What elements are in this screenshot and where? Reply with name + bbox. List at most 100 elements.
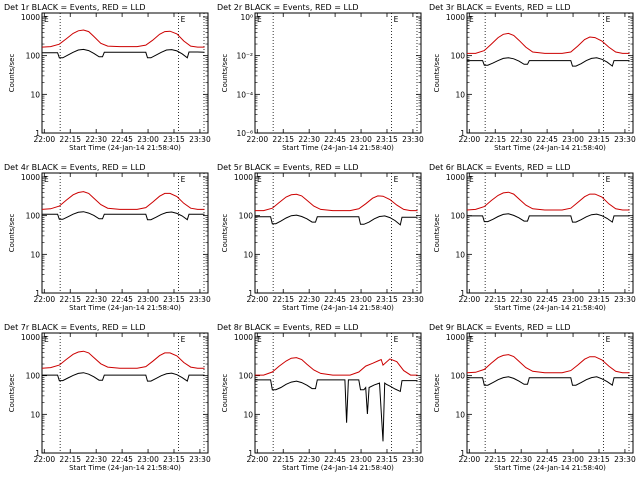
y-tick-label: 100 bbox=[451, 52, 466, 61]
y-axis-title: Counts/sec bbox=[8, 214, 16, 253]
x-tick-label: 23:30 bbox=[189, 295, 211, 304]
x-tick-label: 23:30 bbox=[614, 455, 636, 464]
y-tick-label: 1000 bbox=[446, 173, 465, 182]
events-series-line bbox=[255, 214, 418, 226]
plot-frame bbox=[466, 172, 634, 294]
x-tick-label: 22:30 bbox=[510, 295, 532, 304]
x-tick-label: 22:30 bbox=[298, 455, 320, 464]
plot-panel-6: Det 6r BLACK = Events, RED = LLD 22:00 22:… bbox=[429, 163, 636, 312]
plot-panel-2: Det 2r BLACK = Events, RED = LLD 22:00 22:… bbox=[217, 3, 424, 152]
x-tick-label: 22:30 bbox=[510, 135, 532, 144]
events-series-line bbox=[42, 372, 205, 382]
plot-panel-3: Det 3r BLACK = Events, RED = LLD 22:00 22:… bbox=[429, 3, 636, 152]
marker-label: E bbox=[181, 175, 186, 184]
marker-label: E bbox=[606, 15, 611, 24]
x-tick-label: 23:15 bbox=[163, 455, 185, 464]
y-tick-label: 100 bbox=[239, 372, 254, 381]
lld-series-line bbox=[41, 29, 205, 48]
events-series-line bbox=[255, 379, 418, 442]
x-tick-label: 23:00 bbox=[350, 135, 372, 144]
panel-title: Det 8r BLACK = Events, RED = LLD bbox=[217, 323, 359, 332]
x-axis-title: Start Time (24-Jan-14 21:58:40) bbox=[69, 304, 181, 312]
events-series-line bbox=[467, 213, 630, 223]
y-tick-label: 10 bbox=[455, 90, 465, 99]
y-tick-label: 100 bbox=[26, 52, 41, 61]
x-tick-label: 23:15 bbox=[376, 455, 398, 464]
marker-label: E bbox=[257, 335, 262, 344]
events-series-line bbox=[467, 57, 630, 67]
panel-title: Det 3r BLACK = Events, RED = LLD bbox=[429, 3, 571, 12]
x-tick-label: 22:00 bbox=[246, 455, 268, 464]
x-tick-label: 23:30 bbox=[189, 135, 211, 144]
y-tick-label: 1 bbox=[35, 449, 40, 458]
marker-label: E bbox=[606, 335, 611, 344]
x-tick-label: 22:15 bbox=[59, 135, 81, 144]
plot-frame bbox=[466, 12, 634, 134]
x-tick-label: 22:15 bbox=[59, 455, 81, 464]
y-axis-title: Counts/sec bbox=[433, 54, 441, 93]
y-tick-label: 100 bbox=[26, 212, 41, 221]
x-tick-label: 22:30 bbox=[510, 455, 532, 464]
x-tick-label: 23:15 bbox=[163, 295, 185, 304]
y-tick-label: 1000 bbox=[446, 13, 465, 22]
marker-label: E bbox=[181, 15, 186, 24]
x-tick-label: 23:00 bbox=[137, 295, 159, 304]
x-tick-label: 22:15 bbox=[59, 295, 81, 304]
y-tick-label: 10 bbox=[455, 250, 465, 259]
y-tick-label: 10⁻⁶ bbox=[236, 129, 253, 138]
y-axis-title: Counts/sec bbox=[433, 214, 441, 253]
x-tick-label: 22:00 bbox=[458, 295, 480, 304]
x-tick-label: 23:00 bbox=[350, 295, 372, 304]
lld-series-line bbox=[41, 191, 205, 210]
x-tick-label: 23:00 bbox=[562, 135, 584, 144]
x-tick-label: 23:30 bbox=[402, 455, 424, 464]
plot-panel-5: Det 5r BLACK = Events, RED = LLD 22:00 22:… bbox=[217, 163, 424, 312]
marker-label: E bbox=[394, 175, 399, 184]
x-tick-label: 22:00 bbox=[33, 455, 55, 464]
y-axis-title: Counts/sec bbox=[8, 54, 16, 93]
y-axis-title: Counts/sec bbox=[221, 214, 229, 253]
marker-label: E bbox=[394, 335, 399, 344]
panel-title: Det 1r BLACK = Events, RED = LLD bbox=[4, 3, 146, 12]
y-tick-label: 10 bbox=[30, 410, 40, 419]
x-tick-label: 22:00 bbox=[33, 295, 55, 304]
x-tick-label: 22:45 bbox=[536, 295, 558, 304]
plot-frame bbox=[254, 332, 422, 454]
plot-frame bbox=[254, 12, 422, 134]
y-tick-label: 1000 bbox=[234, 333, 253, 342]
x-tick-label: 22:00 bbox=[33, 135, 55, 144]
x-tick-label: 22:45 bbox=[324, 135, 346, 144]
x-tick-label: 22:15 bbox=[484, 455, 506, 464]
y-tick-label: 10⁻⁴ bbox=[236, 90, 253, 99]
marker-label: E bbox=[257, 15, 262, 24]
x-tick-label: 22:15 bbox=[272, 295, 294, 304]
x-tick-label: 23:30 bbox=[402, 295, 424, 304]
panel-title: Det 2r BLACK = Events, RED = LLD bbox=[217, 3, 359, 12]
panel-title: Det 7r BLACK = Events, RED = LLD bbox=[4, 323, 146, 332]
x-axis-title: Start Time (24-Jan-14 21:58:40) bbox=[69, 144, 181, 152]
y-tick-label: 1 bbox=[35, 289, 40, 298]
x-tick-label: 22:15 bbox=[484, 295, 506, 304]
x-tick-label: 23:15 bbox=[588, 295, 610, 304]
x-axis-title: Start Time (24-Jan-14 21:58:40) bbox=[69, 464, 181, 472]
x-axis-title: Start Time (24-Jan-14 21:58:40) bbox=[494, 304, 606, 312]
plot-panel-7: Det 7r BLACK = Events, RED = LLD 22:00 22:… bbox=[4, 323, 211, 472]
panel-title: Det 9r BLACK = Events, RED = LLD bbox=[429, 323, 571, 332]
plot-frame bbox=[466, 332, 634, 454]
plot-panel-1: Det 1r BLACK = Events, RED = LLD 22:00 22:… bbox=[4, 3, 211, 152]
marker-label: E bbox=[469, 15, 474, 24]
x-tick-label: 22:45 bbox=[324, 455, 346, 464]
y-tick-label: 1 bbox=[460, 289, 465, 298]
marker-label: E bbox=[469, 175, 474, 184]
x-tick-label: 22:45 bbox=[111, 135, 133, 144]
marker-label: E bbox=[44, 335, 49, 344]
y-tick-label: 10 bbox=[243, 410, 253, 419]
lld-series-line bbox=[255, 357, 418, 376]
lld-series-line bbox=[255, 193, 418, 212]
x-tick-label: 23:15 bbox=[376, 135, 398, 144]
x-tick-label: 23:00 bbox=[350, 455, 372, 464]
x-tick-label: 22:30 bbox=[85, 455, 107, 464]
x-axis-title: Start Time (24-Jan-14 21:58:40) bbox=[282, 144, 394, 152]
x-tick-label: 22:45 bbox=[111, 455, 133, 464]
x-tick-label: 23:15 bbox=[163, 135, 185, 144]
